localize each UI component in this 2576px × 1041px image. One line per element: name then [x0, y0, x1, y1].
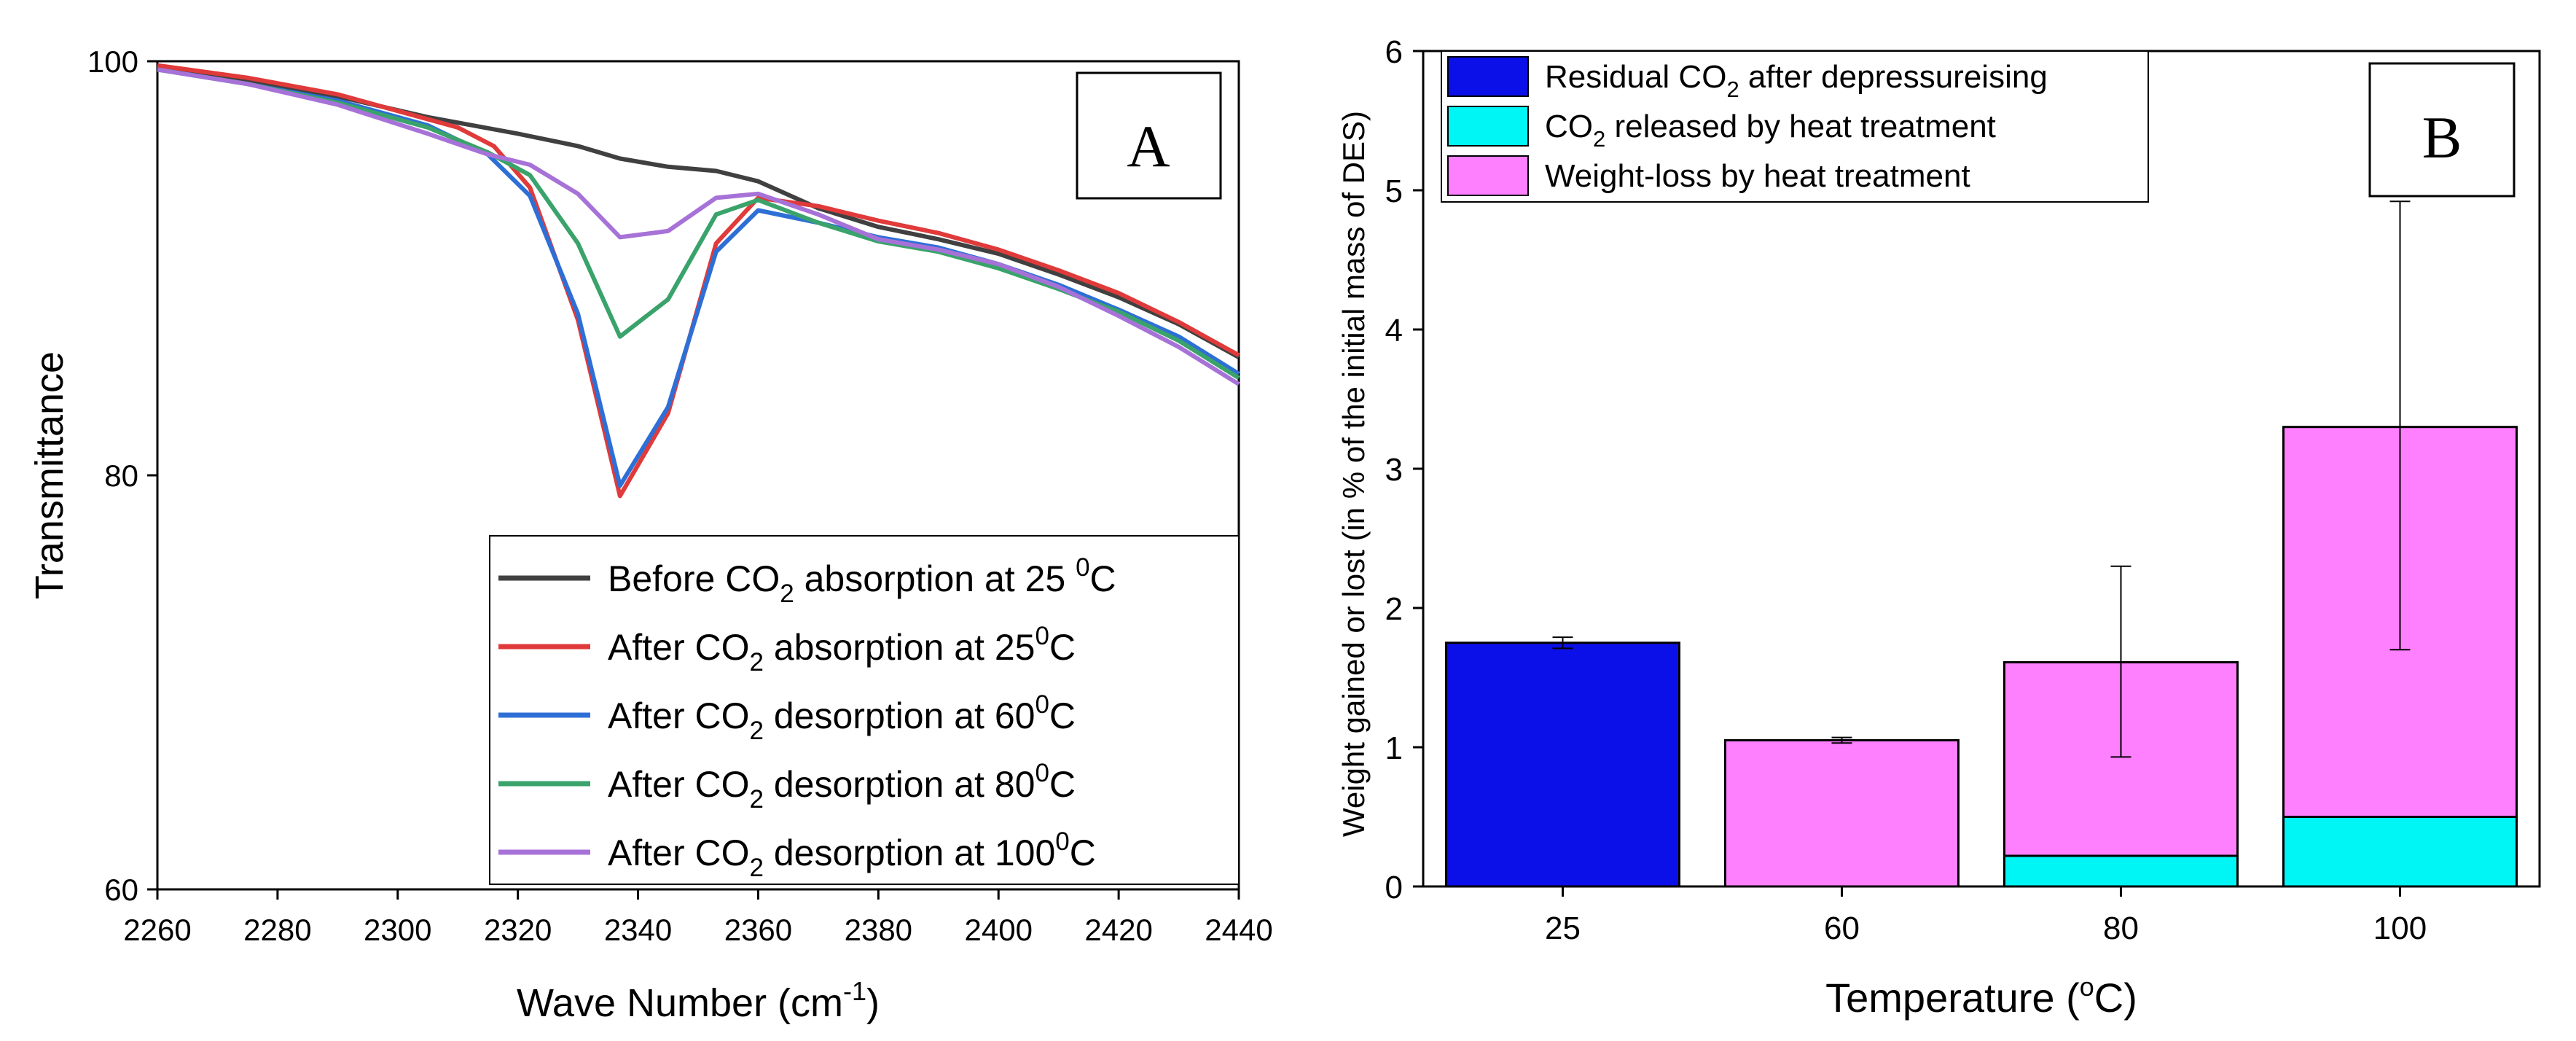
x-tick-label: 2260	[123, 913, 191, 947]
panel-b-legend: Residual CO2 after depressureising CO2 re…	[1441, 50, 2149, 203]
panel-a-x-ticks: 2260 2280 2300 2320 2340 2360 2380 2400 2420 2440	[123, 889, 1273, 947]
bar-25-1	[1445, 642, 1680, 888]
legend-label-2: CO2 released by heat treatment	[1545, 109, 1996, 152]
panel-b-y-ticks: 0 1 2 3 4 5 6	[1385, 34, 1423, 905]
x-tick-label: 2380	[845, 913, 912, 947]
panel-a-y-ticks: 60 80 100	[87, 44, 157, 907]
y-tick-label: 60	[104, 873, 138, 907]
y-tick-label: 6	[1385, 34, 1403, 70]
y-tick-label: 2	[1385, 591, 1403, 627]
legend-label-2: After CO2 absorption at 250C	[608, 622, 1076, 677]
svg-text:A: A	[1127, 113, 1170, 179]
legend-label-1: Residual CO2 after depressureising	[1545, 59, 2048, 102]
y-tick-label: 100	[87, 44, 138, 79]
x-tick-label: 25	[1545, 911, 1581, 946]
y-tick-label: 4	[1385, 313, 1403, 348]
panel-a-legend: Before CO2 absorption at 25 0C After CO2 …	[489, 535, 1240, 885]
x-tick-label: 2440	[1205, 913, 1272, 947]
panel-b-error-bars	[1552, 200, 2411, 758]
panel-b-bar-chart: 25 60 80 100 0 1 2 3 4 5 6 Temperature (oC) Weigh…	[1336, 34, 2541, 1021]
legend-label-5: After CO2 desorption at 1000C	[608, 827, 1096, 882]
panel-b-bars	[1445, 426, 2518, 888]
x-tick-label: 2360	[724, 913, 792, 947]
legend-label-4: After CO2 desorption at 800C	[608, 759, 1076, 814]
legend-swatch-2	[1447, 106, 1529, 147]
y-tick-label: 3	[1385, 452, 1403, 488]
x-tick-label: 60	[1824, 911, 1860, 946]
y-tick-label: 1	[1385, 730, 1403, 766]
x-tick-label: 2300	[364, 913, 431, 947]
legend-label-1: Before CO2 absorption at 25 0C	[608, 553, 1116, 608]
legend-label-3: After CO2 desorption at 600C	[608, 690, 1076, 745]
x-tick-label: 2400	[965, 913, 1033, 947]
bar-60-3	[1724, 738, 1960, 888]
panel-a-label-box: A	[1076, 71, 1222, 200]
x-tick-label: 80	[2103, 911, 2139, 946]
x-tick-label: 2340	[604, 913, 672, 947]
svg-text:B: B	[2422, 104, 2462, 171]
panel-a-y-axis-label: Transmittance	[28, 351, 71, 599]
x-tick-label: 2420	[1084, 913, 1152, 947]
legend-swatch-3	[1447, 155, 1529, 196]
panel-a-x-axis-label: Wave Number (cm-1)	[517, 976, 880, 1025]
x-tick-label: 2320	[484, 913, 552, 947]
y-tick-label: 5	[1385, 174, 1403, 209]
bar-100-2	[2282, 816, 2518, 888]
panel-b-x-ticks: 25 60 80 100	[1545, 886, 2427, 946]
y-tick-label: 0	[1385, 870, 1403, 905]
panel-b-y-axis-label: Weight gained or lost (in % of the initi…	[1336, 111, 1371, 837]
panel-a-line-chart: 2260 2280 2300 2320 2340 2360 2380 2400 2420 2440…	[28, 44, 1273, 1025]
x-tick-label: 100	[2373, 911, 2427, 946]
series-line-5	[157, 67, 1240, 386]
panel-b-x-axis-label: Temperature (oC)	[1825, 972, 2137, 1021]
panel-a-series-lines	[157, 63, 1240, 499]
bar-80-2	[2003, 854, 2239, 888]
legend-swatch-1	[1447, 56, 1529, 97]
x-tick-label: 2280	[243, 913, 311, 947]
legend-label-3: Weight-loss by heat treatment	[1545, 158, 1970, 194]
panel-b-label-box: B	[2368, 62, 2516, 198]
y-tick-label: 80	[104, 459, 138, 493]
